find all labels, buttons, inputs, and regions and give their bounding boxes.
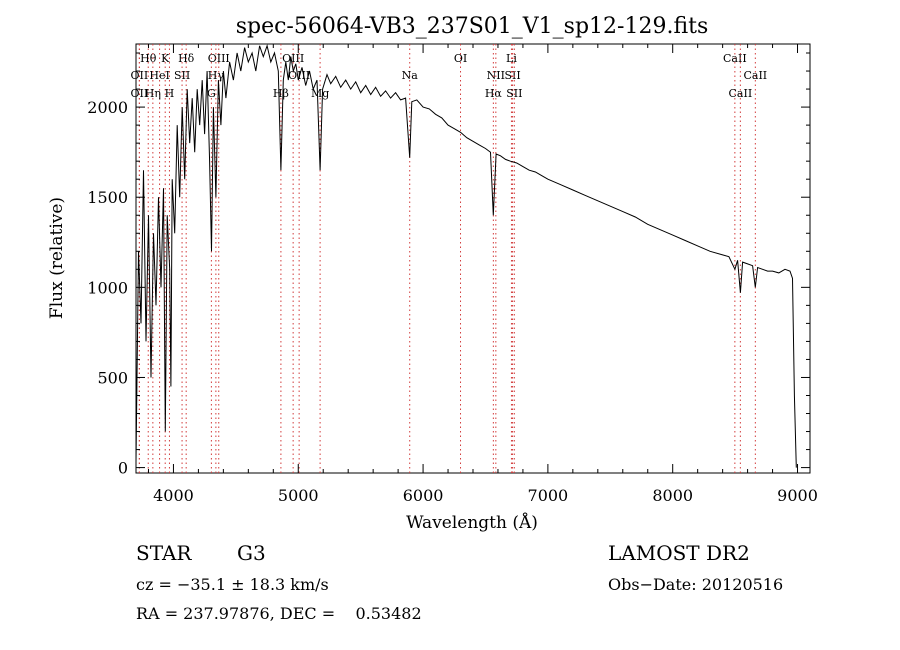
plot-frame	[135, 43, 811, 474]
line-marker-label: HeI	[149, 69, 169, 82]
line-marker-label: H	[165, 87, 175, 100]
redshift-velocity: cz = −35.1 ± 18.3 km/s	[136, 575, 329, 594]
line-marker-label: OIII	[208, 52, 230, 65]
line-marker-label: OII	[131, 87, 149, 100]
y-axis-label: Flux (relative)	[47, 197, 67, 319]
object-subclass: G3	[237, 541, 266, 565]
coordinates: RA = 237.97876, DEC = 0.53482	[136, 604, 422, 623]
line-marker-label: SII	[506, 87, 522, 100]
x-tick-label: 7000	[528, 486, 569, 505]
line-marker-label: Li	[506, 52, 517, 65]
line-marker-label: G	[207, 87, 216, 100]
y-tick-label: 500	[97, 368, 128, 387]
line-marker-label: SII	[174, 69, 190, 82]
line-marker-label: OI	[454, 52, 467, 65]
chart-title: spec-56064-VB3_237S01_V1_sp12-129.fits	[236, 14, 709, 39]
object-class: STAR	[136, 541, 192, 565]
line-marker-label: CaII	[743, 69, 767, 82]
plot-axes	[135, 43, 811, 474]
y-tick-label: 2000	[87, 98, 128, 117]
y-tick-label: 0	[118, 459, 128, 478]
spectrum-line	[135, 44, 797, 468]
line-marker-label: Hγ	[208, 69, 225, 82]
y-tick-label: 1500	[87, 188, 128, 207]
line-marker-label: Hβ	[273, 87, 289, 100]
observation-date: Obs−Date: 20120516	[608, 575, 783, 594]
x-axis-label: Wavelength (Å)	[406, 512, 538, 533]
x-tick-label: 6000	[403, 486, 444, 505]
line-marker-label: OIII	[282, 52, 304, 65]
line-marker-label: NII	[487, 69, 505, 82]
x-tick-label: 4000	[153, 486, 194, 505]
line-marker-label: Na	[402, 69, 419, 82]
line-marker-label: Hθ	[140, 52, 157, 65]
line-marker-label: CaII	[729, 87, 753, 100]
line-marker-label: Hη	[145, 87, 161, 100]
line-marker-label: Hδ	[178, 52, 195, 65]
y-tick-label: 1000	[87, 278, 128, 297]
line-marker-label: Hα	[485, 87, 503, 100]
survey-name: LAMOST DR2	[608, 541, 750, 565]
line-marker-label: K	[161, 52, 170, 65]
x-tick-label: 8000	[652, 486, 693, 505]
line-marker-label: SII	[504, 69, 520, 82]
x-tick-label: 9000	[777, 486, 818, 505]
x-tick-label: 5000	[278, 486, 319, 505]
line-marker-label: Mg	[311, 87, 329, 100]
line-marker-label: CaII	[723, 52, 747, 65]
axis-ticks: 4000 5000 6000 7000 8000 9000 0 500 1000 1500 2000	[87, 44, 818, 505]
